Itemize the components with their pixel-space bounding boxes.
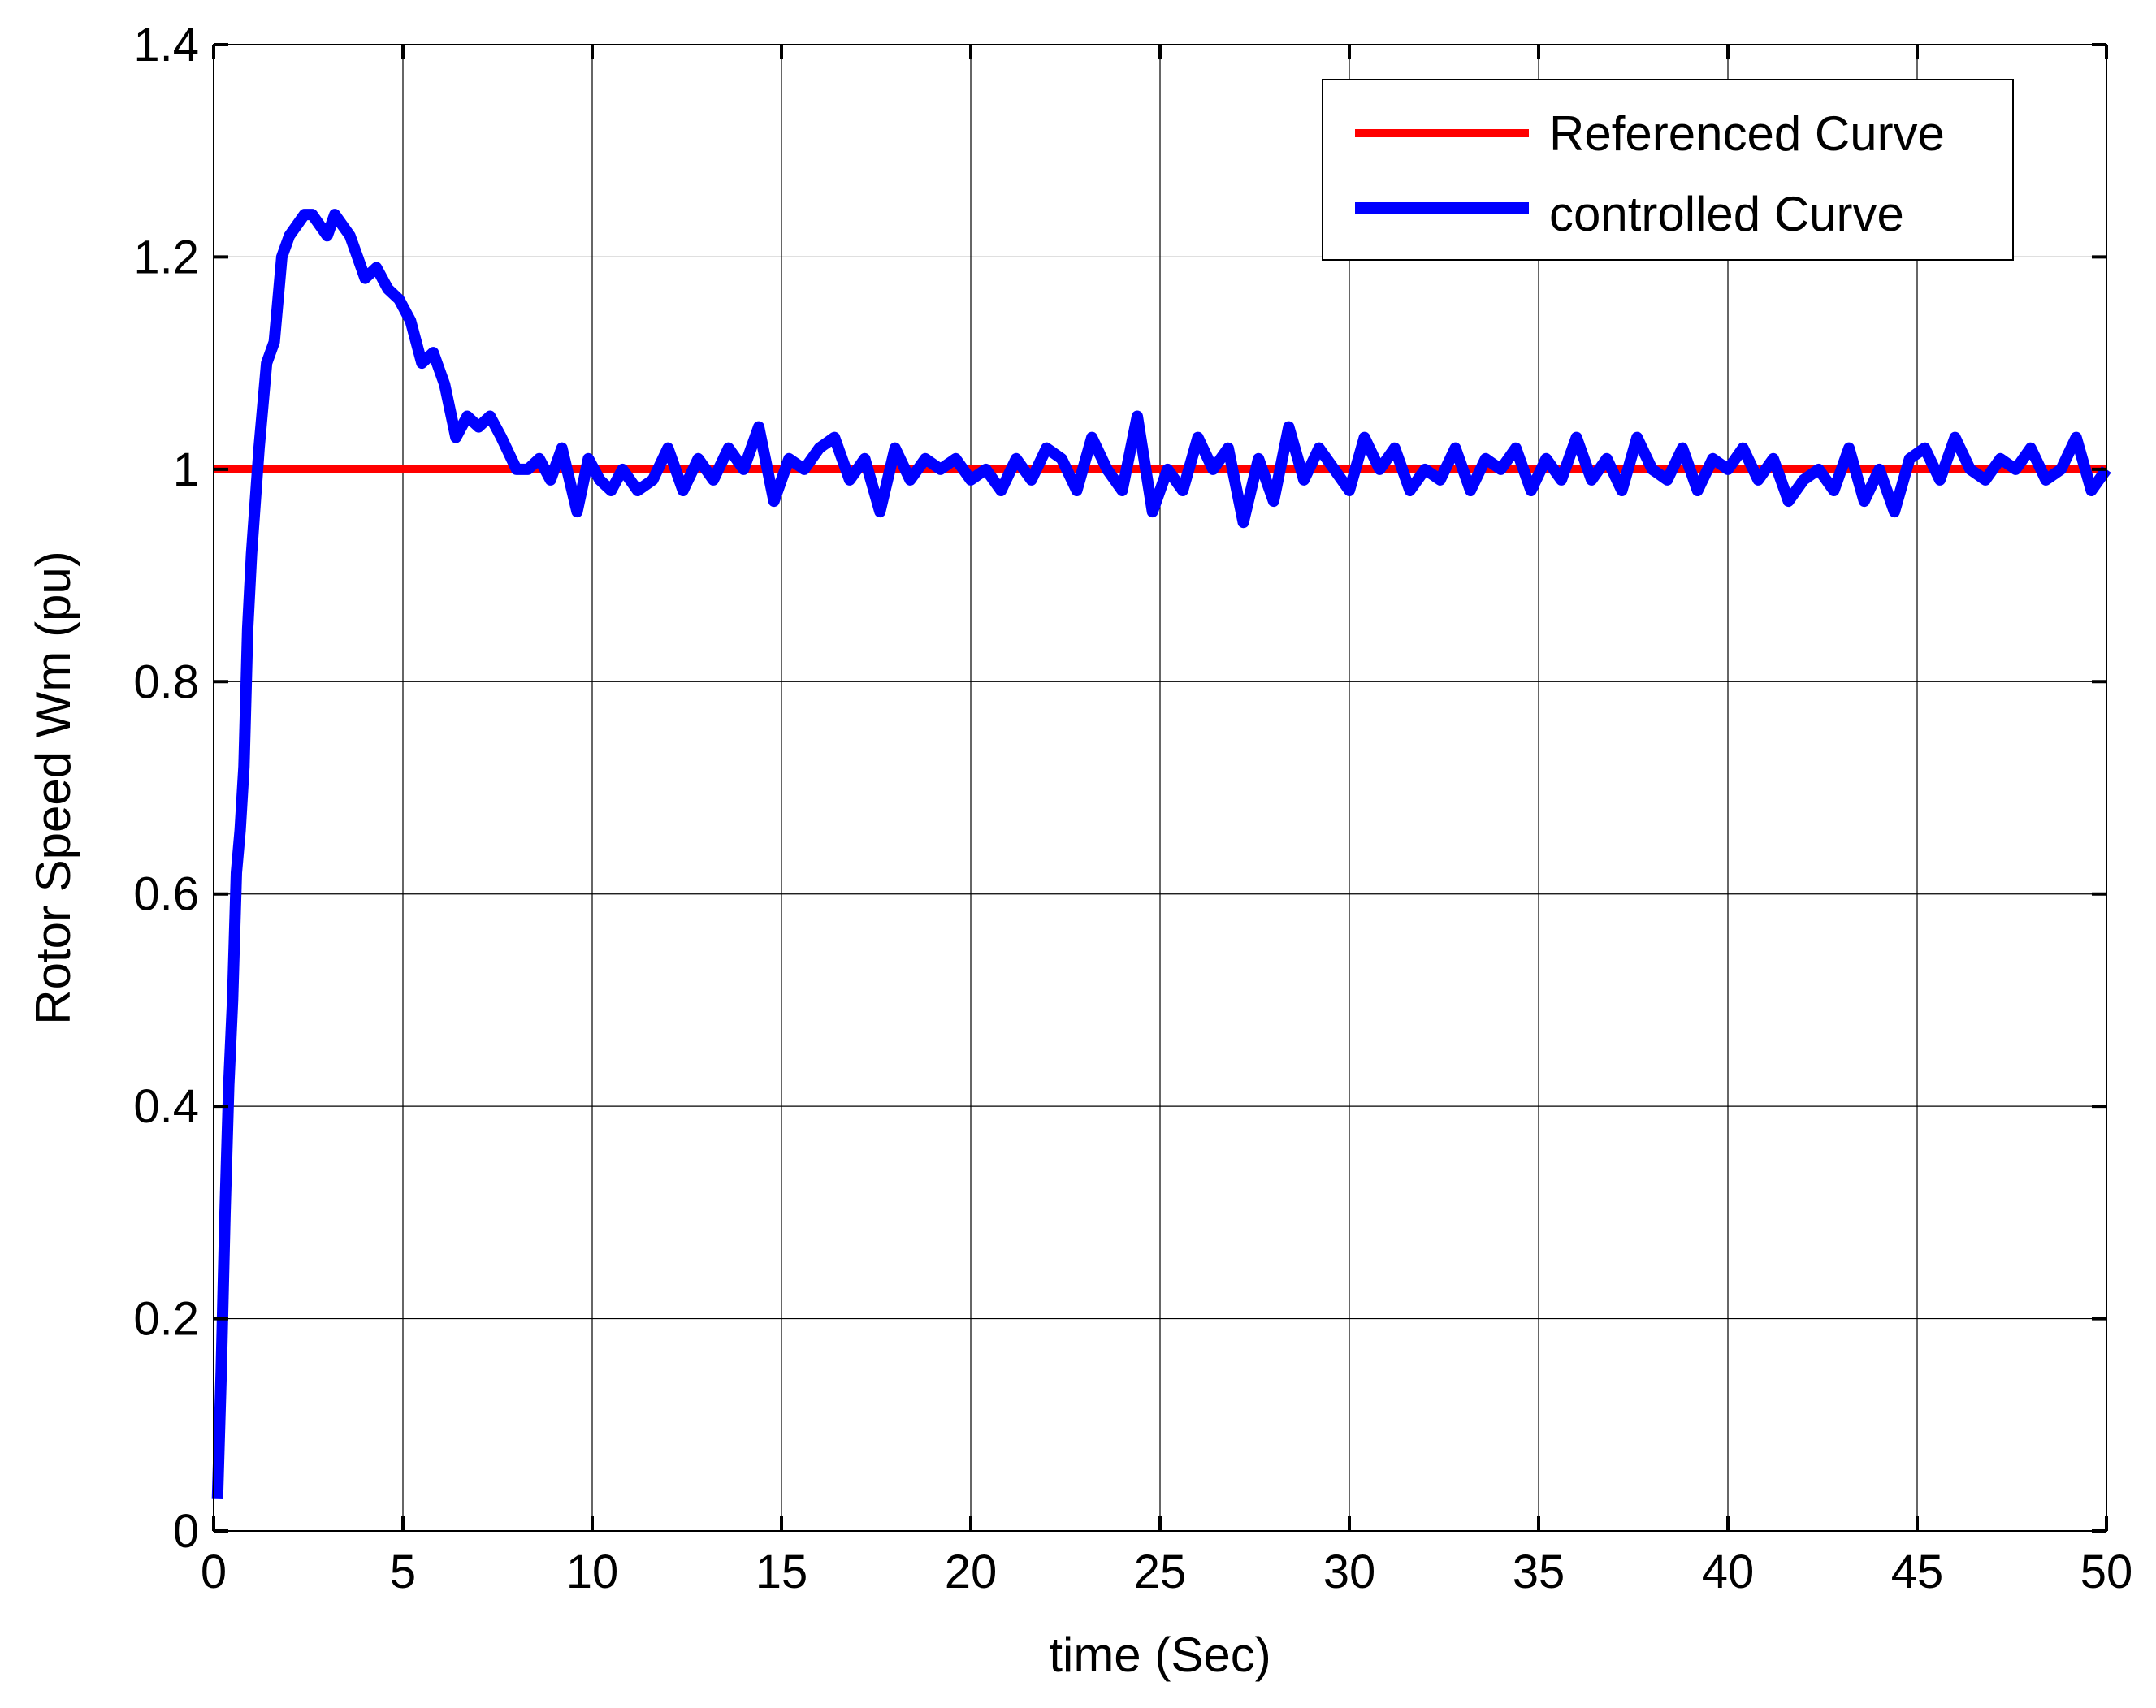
y-axis-label: Rotor Speed Wm (pu): [26, 551, 80, 1025]
x-tick-label: 50: [2080, 1546, 2133, 1598]
y-tick-label: 0.6: [133, 868, 199, 921]
grid: [214, 45, 2106, 1531]
x-tick-label: 0: [201, 1546, 227, 1598]
legend-label-referenced: Referenced Curve: [1549, 106, 1945, 161]
x-tick-label: 5: [390, 1546, 416, 1598]
x-tick-label: 20: [945, 1546, 998, 1598]
y-tick-label: 0.2: [133, 1293, 199, 1346]
y-tick-label: 0: [173, 1505, 199, 1558]
legend-box: [1322, 79, 2014, 261]
legend: Referenced Curve controlled Curve: [1322, 79, 2014, 261]
y-tick-label: 0.8: [133, 655, 199, 708]
legend-label-controlled: controlled Curve: [1549, 187, 1904, 241]
y-tick-label: 1.2: [133, 231, 199, 283]
x-tick-label: 35: [1513, 1546, 1565, 1598]
series-layer: [211, 209, 2111, 1500]
x-tick-label: 10: [566, 1546, 619, 1598]
y-tick-label: 1.4: [133, 19, 199, 71]
tick-labels: 0 5 10 15 20 25 30 35 40 45 50 0 0.2 0.4 0.6 0.8 1 1.2 1.4: [133, 19, 2132, 1598]
x-tick-label: 30: [1323, 1546, 1376, 1598]
x-axis-label: time (Sec): [1049, 1628, 1271, 1682]
y-tick-label: 0.4: [133, 1080, 199, 1133]
x-tick-label: 25: [1134, 1546, 1187, 1598]
x-tick-label: 45: [1891, 1546, 1944, 1598]
x-tick-label: 40: [1702, 1546, 1755, 1598]
series-line-controlled: [211, 209, 2111, 1500]
ticks: [212, 43, 2108, 1533]
y-tick-label: 1: [173, 443, 199, 496]
x-tick-label: 15: [755, 1546, 808, 1598]
